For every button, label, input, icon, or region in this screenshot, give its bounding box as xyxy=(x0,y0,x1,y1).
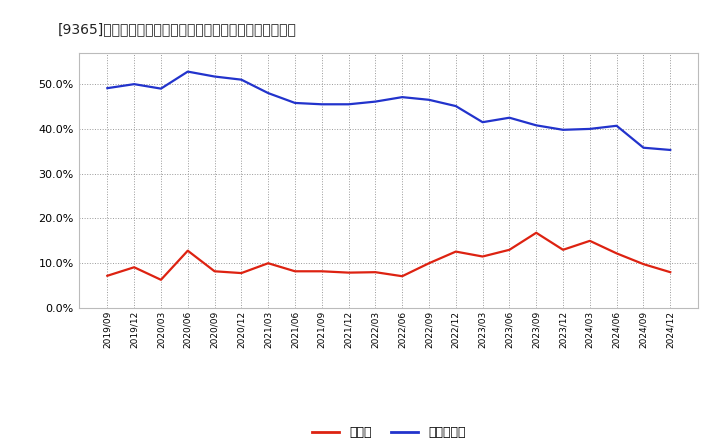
Legend: 現預金, 有利子負債: 現預金, 有利子負債 xyxy=(307,422,471,440)
Text: [9365]　現預金、有利子負債の総資産に対する比率の推移: [9365] 現預金、有利子負債の総資産に対する比率の推移 xyxy=(58,22,297,36)
